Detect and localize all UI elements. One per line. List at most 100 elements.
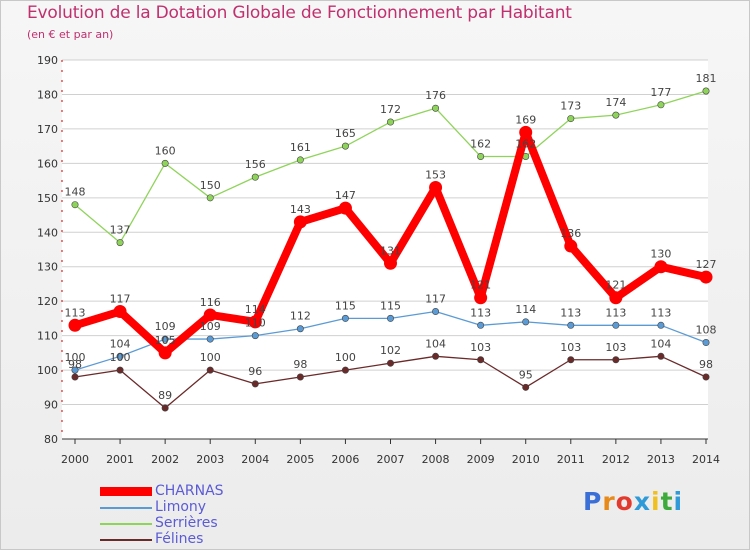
data-label: 137	[110, 224, 131, 237]
logo-letter: t	[660, 487, 674, 516]
data-label: 130	[650, 248, 671, 261]
data-label: 162	[515, 137, 536, 150]
x-tick-label: 2005	[286, 453, 314, 466]
y-tick-label: 90	[44, 399, 58, 412]
data-label: 98	[293, 358, 307, 371]
data-label: 95	[519, 368, 533, 381]
data-label: 104	[425, 337, 446, 350]
data-point	[612, 111, 620, 119]
data-label: 102	[380, 344, 401, 357]
data-point	[702, 87, 710, 95]
logo-letter: x	[633, 487, 651, 516]
data-point	[158, 346, 172, 360]
data-point	[341, 366, 349, 374]
data-point	[699, 270, 713, 284]
data-point	[116, 352, 124, 360]
data-point	[612, 321, 620, 329]
data-point	[338, 201, 352, 215]
data-label: 112	[290, 310, 311, 323]
data-label: 176	[425, 89, 446, 102]
logo-letter: r	[602, 487, 616, 516]
x-tick-label: 2002	[151, 453, 179, 466]
data-label: 174	[605, 96, 626, 109]
data-point	[384, 256, 397, 270]
plot-area	[62, 60, 708, 439]
data-point	[564, 239, 578, 253]
chart-title: Evolution de la Dotation Globale de Fonc…	[27, 3, 572, 23]
data-label: 114	[515, 303, 536, 316]
y-tick-label: 190	[37, 54, 58, 67]
data-point	[161, 159, 169, 167]
data-point	[477, 356, 485, 364]
data-point	[341, 142, 349, 150]
legend-label-serrieres: Serrières	[155, 515, 218, 531]
data-label: 148	[65, 186, 86, 199]
data-label: 121	[605, 279, 626, 292]
logo-letter: P	[583, 487, 603, 516]
legend-label-felines: Félines	[155, 531, 204, 547]
data-point	[71, 201, 79, 209]
data-label: 98	[699, 358, 713, 371]
data-point	[251, 332, 259, 340]
data-point	[702, 373, 710, 381]
y-tick-label: 80	[44, 433, 58, 446]
data-point	[386, 314, 394, 322]
data-label: 108	[696, 324, 717, 337]
data-label: 161	[290, 141, 311, 154]
legend-label-limony: Limony	[155, 499, 207, 515]
data-point	[519, 125, 533, 139]
x-tick-label: 2008	[422, 453, 450, 466]
data-label: 160	[155, 144, 176, 157]
data-label: 113	[470, 306, 491, 319]
x-tick-label: 2007	[377, 453, 405, 466]
data-label: 117	[425, 293, 446, 306]
data-point	[113, 305, 127, 319]
data-label: 103	[605, 341, 626, 354]
data-label: 172	[380, 103, 401, 116]
data-label: 98	[68, 358, 82, 371]
data-point	[474, 291, 488, 305]
data-label: 103	[560, 341, 581, 354]
chart-subtitle: (en € et par an)	[27, 28, 114, 41]
data-label: 143	[290, 203, 311, 216]
data-label: 109	[155, 320, 176, 333]
data-label: 113	[65, 306, 86, 319]
legend-swatch-charnas	[100, 487, 152, 496]
logo-letter: i	[673, 487, 684, 516]
y-tick-label: 170	[37, 123, 58, 136]
data-point	[702, 339, 710, 347]
data-point	[206, 366, 214, 374]
x-tick-label: 2000	[61, 453, 89, 466]
data-point	[522, 318, 530, 326]
data-point	[654, 260, 668, 274]
data-label: 121	[470, 279, 491, 292]
proxiti-logo: Proxiti	[583, 487, 683, 516]
data-point	[567, 356, 575, 364]
data-point	[68, 318, 82, 332]
data-label: 113	[650, 306, 671, 319]
data-label: 114	[245, 303, 266, 316]
data-label: 131	[380, 244, 401, 257]
data-label: 113	[560, 306, 581, 319]
data-point	[251, 380, 259, 388]
data-label: 115	[380, 299, 401, 312]
data-label: 89	[158, 389, 172, 402]
data-label: 116	[200, 296, 221, 309]
data-point	[71, 373, 79, 381]
y-tick-label: 180	[37, 88, 58, 101]
data-label: 100	[200, 351, 221, 364]
data-label: 104	[650, 337, 671, 350]
x-tick-label: 2003	[196, 453, 224, 466]
x-tick-label: 2011	[557, 453, 585, 466]
data-point	[296, 373, 304, 381]
data-label: 109	[200, 320, 221, 333]
data-point	[251, 173, 259, 181]
y-tick-label: 130	[37, 261, 58, 274]
data-point	[248, 315, 262, 329]
data-point	[567, 321, 575, 329]
data-point	[296, 325, 304, 333]
data-point	[296, 156, 304, 164]
x-tick-label: 2006	[331, 453, 359, 466]
x-tick-label: 2013	[647, 453, 675, 466]
